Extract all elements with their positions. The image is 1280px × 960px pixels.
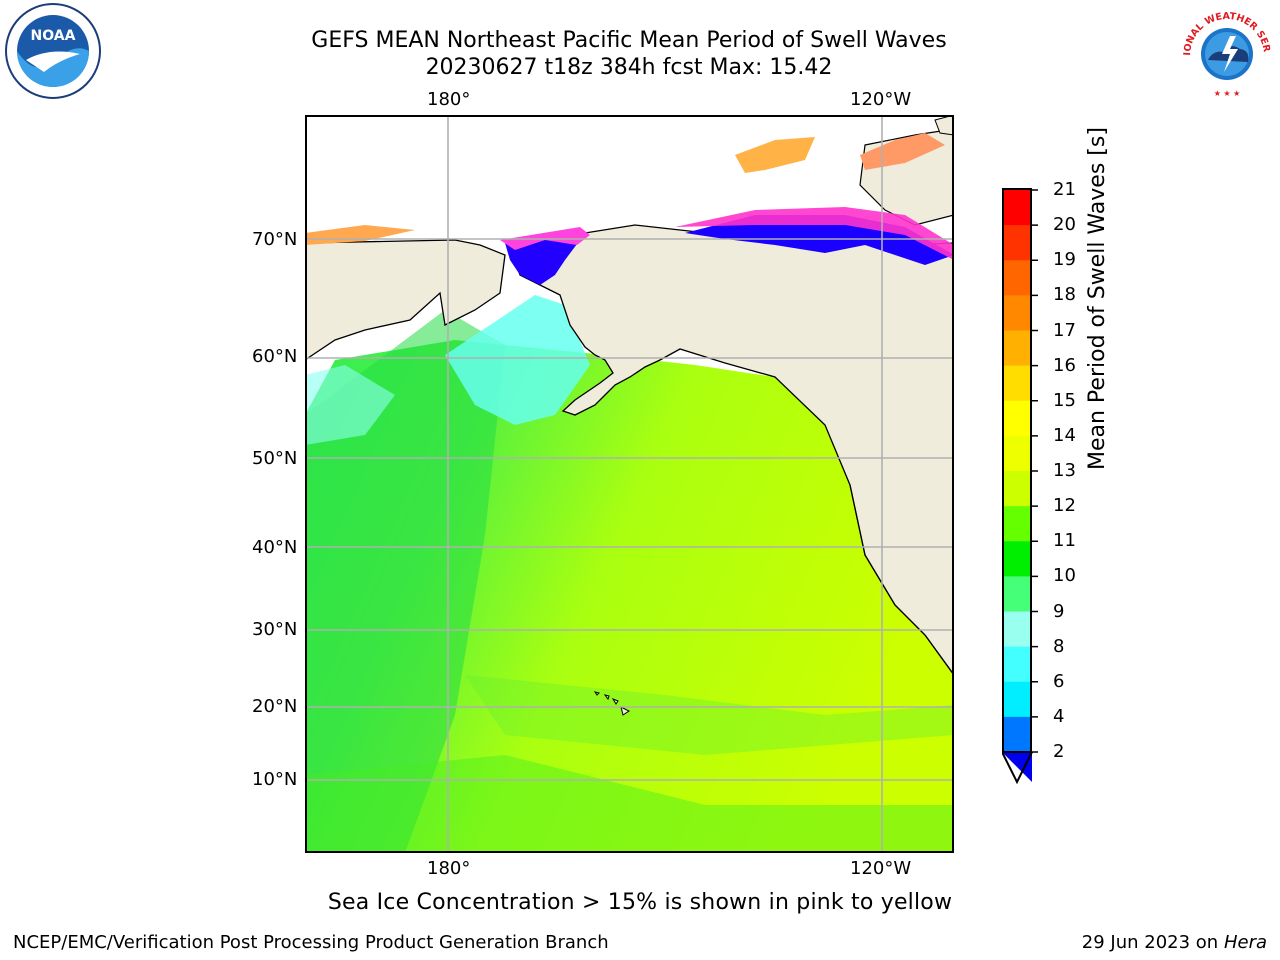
colorbar-tick-label-16: 16	[1053, 354, 1076, 376]
land-alaska-canada	[509, 224, 954, 677]
sea-ice-note: Sea Ice Concentration > 15% is shown in …	[327, 890, 953, 915]
colorbar-band-9	[1003, 611, 1031, 648]
colorbar-tick-label-20: 20	[1053, 214, 1076, 236]
noaa-logo: NOAA	[4, 2, 102, 100]
footer-date: 29 Jun 2023 on	[1081, 932, 1219, 953]
ocean-cyan-west	[305, 365, 395, 445]
colorbar-band-20	[1003, 225, 1031, 261]
colorbar-tickmarks	[1031, 189, 1038, 753]
sea-ice-arctic-orange-2	[305, 225, 415, 245]
land-siberia	[305, 239, 506, 361]
lat-label-30n: 30°N	[252, 619, 298, 640]
lon-bottom-label-120w: 120°W	[850, 858, 912, 879]
colorbar-tick-label-9: 9	[1053, 600, 1065, 622]
colorbar-tick-label-4: 4	[1053, 705, 1065, 727]
colorbar-tick-label-17: 17	[1053, 319, 1076, 341]
colorbar-tick-label-15: 15	[1053, 389, 1076, 411]
coastline-west-america	[849, 484, 954, 676]
colorbar-extend-triangle	[1002, 752, 1032, 782]
colorbar-band-6	[1003, 681, 1031, 718]
lat-label-70n: 70°N	[252, 229, 298, 250]
colorbar	[1002, 188, 1038, 785]
ocean-green-swath-west	[305, 310, 505, 853]
colorbar-band-18	[1003, 295, 1031, 331]
hawaii-islands	[593, 691, 630, 716]
sea-ice-arctic-orange	[735, 137, 815, 173]
colorbar-band-17	[1003, 330, 1031, 367]
footer-right: 29 Jun 2023 on Hera	[1082, 932, 1267, 953]
colorbar-band-19	[1003, 260, 1031, 296]
map-subtitle: 20230627 t18z 384h fcst Max: 15.42	[425, 55, 833, 80]
swell-period-map	[305, 115, 954, 853]
colorbar-tick-label-14: 14	[1053, 424, 1076, 446]
colorbar-band-16	[1003, 365, 1031, 402]
colorbar-band-12	[1003, 506, 1031, 542]
colorbar-swatches	[1003, 190, 1031, 753]
colorbar-extend-outline	[1002, 751, 1033, 785]
lat-label-10n: 10°N	[252, 769, 298, 790]
colorbar-tick-label-12: 12	[1053, 495, 1076, 517]
colorbar-band-11	[1003, 541, 1031, 577]
footer-left: NCEP/EMC/Verification Post Processing Pr…	[13, 932, 609, 953]
colorbar-tick-label-18: 18	[1053, 284, 1076, 306]
ocean-cyan-bering	[445, 295, 590, 425]
nws-logo-icon: NATIONAL WEATHER SERVICE ★ ★ ★	[1174, 0, 1274, 98]
colorbar-tick-label-6: 6	[1053, 670, 1065, 692]
footer-host: Hera	[1223, 932, 1267, 953]
colorbar-band-14	[1003, 435, 1031, 472]
graticule	[305, 115, 954, 853]
colorbar-band-8	[1003, 646, 1031, 683]
nws-logo: NATIONAL WEATHER SERVICE ★ ★ ★	[1174, 0, 1276, 100]
colorbar-band-15	[1003, 400, 1031, 437]
noaa-logo-text: NOAA	[31, 28, 76, 44]
colorbar-tick-label-19: 19	[1053, 249, 1076, 271]
lat-label-50n: 50°N	[252, 448, 298, 469]
lon-top-label-120w: 120°W	[850, 89, 912, 110]
lat-label-20n: 20°N	[252, 696, 298, 717]
lat-label-40n: 40°N	[252, 537, 298, 558]
colorbar-label: Mean Period of Swell Waves [s]	[1085, 127, 1110, 470]
map-frame	[305, 115, 954, 853]
noaa-logo-icon: NOAA	[5, 3, 101, 99]
colorbar-tick-label-2: 2	[1053, 741, 1065, 762]
lon-top-label-180: 180°	[427, 89, 471, 110]
colorbar-tick-label-11: 11	[1053, 530, 1076, 552]
colorbar-tick-label-13: 13	[1053, 460, 1076, 481]
colorbar-band-10	[1003, 576, 1031, 612]
lon-bottom-label-180: 180°	[427, 858, 471, 879]
colorbar-band-21	[1003, 190, 1031, 226]
colorbar-tick-label-10: 10	[1053, 565, 1076, 587]
colorbar-tick-label-8: 8	[1053, 635, 1065, 657]
svg-text:★ ★ ★: ★ ★ ★	[1214, 89, 1241, 98]
colorbar-band-4	[1003, 716, 1031, 753]
ocean-green-band-tropics	[465, 675, 954, 755]
sea-ice-beaufort-edge	[675, 207, 954, 260]
colorbar-tick-label-21: 21	[1053, 179, 1076, 200]
lat-label-60n: 60°N	[252, 346, 298, 367]
colorbar-band-13	[1003, 471, 1031, 507]
map-title: GEFS MEAN Northeast Pacific Mean Period …	[311, 28, 947, 53]
